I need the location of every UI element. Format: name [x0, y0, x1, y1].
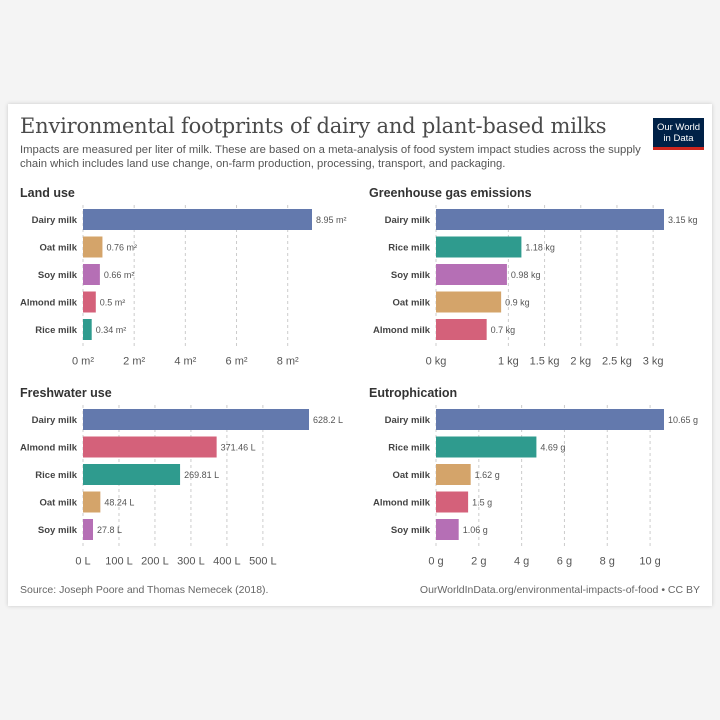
bar: [436, 319, 487, 340]
chart-card: Environmental footprints of dairy and pl…: [8, 104, 712, 606]
chart-title: Environmental footprints of dairy and pl…: [20, 114, 607, 138]
bar: [83, 491, 101, 513]
logo-accent-bar: [653, 147, 704, 150]
value-label: 1.18 kg: [525, 243, 555, 253]
x-tick-label: 0 L: [75, 556, 90, 568]
x-tick-label: 6 g: [557, 556, 572, 568]
value-label: 8.95 m²: [316, 215, 347, 225]
category-label: Oat milk: [40, 243, 78, 254]
bar: [83, 464, 181, 485]
logo-line-1: Our World: [656, 122, 701, 133]
category-label: Dairy milk: [32, 415, 78, 426]
value-label: 371.46 L: [221, 443, 256, 453]
panel-title: Land use: [20, 186, 75, 200]
bar: [436, 264, 507, 285]
value-label: 0.5 m²: [100, 298, 126, 308]
x-tick-label: 10 g: [639, 556, 660, 568]
source-note: Source: Joseph Poore and Thomas Nemecek …: [20, 584, 269, 596]
bar: [436, 464, 471, 485]
x-tick-label: 0 kg: [426, 356, 447, 368]
value-label: 3.15 kg: [668, 215, 698, 225]
category-label: Almond milk: [20, 443, 78, 454]
category-label: Soy milk: [38, 525, 78, 536]
x-tick-label: 1 kg: [498, 356, 519, 368]
x-tick-label: 0 m²: [72, 356, 94, 368]
bar: [436, 519, 459, 540]
x-tick-label: 500 L: [249, 556, 277, 568]
bar: [436, 491, 469, 513]
category-label: Oat milk: [393, 470, 431, 481]
x-tick-label: 1.5 kg: [530, 356, 560, 368]
value-label: 27.8 L: [97, 525, 122, 535]
x-tick-label: 8 g: [600, 556, 615, 568]
bar: [83, 409, 309, 430]
bar: [83, 519, 94, 540]
value-label: 1.5 g: [472, 498, 492, 508]
value-label: 0.76 m²: [106, 243, 137, 253]
bar: [83, 291, 96, 313]
panel-title: Freshwater use: [20, 386, 112, 400]
category-label: Rice milk: [388, 443, 430, 454]
category-label: Oat milk: [40, 498, 78, 509]
value-label: 1.06 g: [463, 525, 488, 535]
bar: [83, 236, 103, 258]
bar: [83, 436, 217, 458]
category-label: Rice milk: [35, 470, 77, 481]
category-label: Soy milk: [391, 525, 431, 536]
bar: [436, 236, 522, 258]
category-label: Almond milk: [373, 498, 431, 509]
category-label: Almond milk: [20, 298, 78, 309]
logo-line-2: in Data: [663, 133, 694, 144]
x-tick-label: 100 L: [105, 556, 133, 568]
x-tick-label: 2.5 kg: [602, 356, 632, 368]
category-label: Dairy milk: [385, 215, 431, 226]
value-label: 48.24 L: [104, 498, 134, 508]
value-label: 0.98 kg: [511, 270, 541, 280]
category-label: Soy milk: [391, 270, 431, 281]
bar: [436, 436, 537, 458]
source-link[interactable]: OurWorldInData.org/environmental-impacts…: [419, 584, 700, 596]
bar: [83, 264, 100, 285]
bar: [436, 409, 664, 430]
value-label: 0.66 m²: [104, 270, 135, 280]
x-tick-label: 3 kg: [643, 356, 664, 368]
category-label: Soy milk: [38, 270, 78, 281]
bar: [436, 291, 502, 313]
x-tick-label: 2 m²: [123, 356, 145, 368]
category-label: Dairy milk: [385, 415, 431, 426]
value-label: 0.9 kg: [505, 298, 530, 308]
bar: [83, 319, 92, 340]
x-tick-label: 400 L: [213, 556, 241, 568]
panel-title: Greenhouse gas emissions: [369, 186, 532, 200]
chart-subtitle: Impacts are measured per liter of milk. …: [20, 144, 641, 170]
panel-title: Eutrophication: [369, 386, 457, 400]
x-tick-label: 0 g: [428, 556, 443, 568]
value-label: 10.65 g: [668, 415, 698, 425]
category-label: Dairy milk: [32, 215, 78, 226]
bar: [83, 209, 312, 230]
value-label: 269.81 L: [184, 470, 219, 480]
bar: [436, 209, 664, 230]
x-tick-label: 6 m²: [226, 356, 248, 368]
x-tick-label: 2 g: [471, 556, 486, 568]
owid-logo[interactable]: Our World in Data: [653, 118, 704, 150]
value-label: 628.2 L: [313, 415, 343, 425]
category-label: Rice milk: [35, 325, 77, 336]
value-label: 0.34 m²: [96, 325, 127, 335]
x-tick-label: 300 L: [177, 556, 205, 568]
category-label: Rice milk: [388, 243, 430, 254]
category-label: Oat milk: [393, 298, 431, 309]
charts-area: Land use 0 m² 2 m² 4 m² 6 m² 8 m² Dairy milk 8.…: [20, 186, 698, 568]
value-label: 4.69 g: [540, 443, 565, 453]
x-tick-label: 4 m²: [174, 356, 196, 368]
x-tick-label: 8 m²: [277, 356, 299, 368]
category-label: Almond milk: [373, 325, 431, 336]
x-tick-label: 2 kg: [570, 356, 591, 368]
x-tick-label: 4 g: [514, 556, 529, 568]
x-tick-label: 200 L: [141, 556, 169, 568]
value-label: 0.7 kg: [491, 325, 516, 335]
value-label: 1.62 g: [475, 470, 500, 480]
